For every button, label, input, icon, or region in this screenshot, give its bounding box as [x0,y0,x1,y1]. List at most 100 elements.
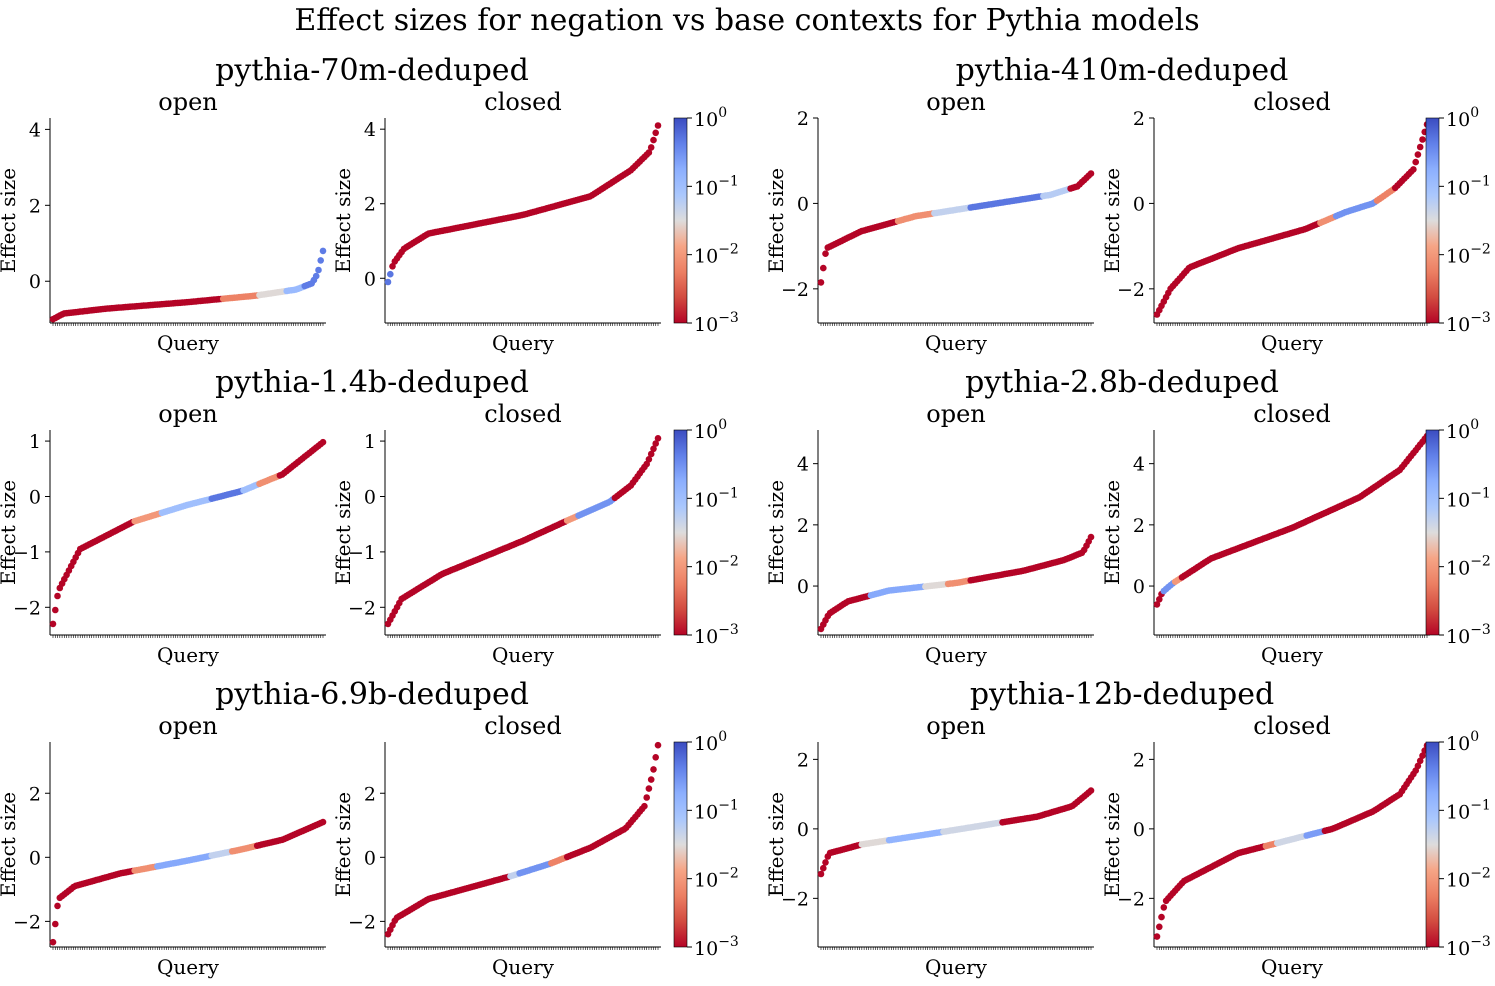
data-point [650,445,657,453]
data-point [1416,757,1424,765]
data-point [817,279,825,286]
colorbar-tick-label: 10−2 [1446,554,1491,580]
y-axis-label: Effect size [331,792,355,897]
colorbar-tick-exponent: −1 [1470,485,1491,501]
y-tick-label: 0 [364,847,376,869]
colorbar-tick-base: 10 [694,801,718,823]
colorbar-tick-exponent: −2 [1470,554,1491,570]
y-tick-label: −2 [1117,279,1145,301]
y-tick-label: 0 [29,271,41,293]
colorbar-tick-exponent: 0 [1470,729,1479,745]
colorbar-tick-base: 10 [1446,177,1470,199]
panel-open: open −2 0 2 Query Effect size [764,712,1095,979]
model-title: pythia-410m-deduped [956,53,1289,88]
panel-closed: closed 0 2 4 Query Effect size [331,88,662,355]
data-point [1419,136,1426,143]
y-tick-label: 2 [1133,108,1145,130]
y-tick-label: 0 [797,576,809,598]
colorbar-tick-base: 10 [694,421,718,443]
colorbar-tick-label: 10−1 [1446,797,1491,823]
y-tick-label: 4 [1133,454,1145,476]
data-point [1156,596,1163,603]
colorbar-tick-label: 10−2 [694,554,739,580]
colorbar-tick-base: 10 [1446,489,1470,511]
y-tick-label: 0 [797,193,809,215]
y-axis-label: Effect size [0,168,20,273]
data-point [389,263,396,270]
colorbar-tick-base: 10 [694,626,718,648]
data-point [654,122,662,129]
data-point [1412,158,1419,166]
colorbar-tick-exponent: −1 [718,485,739,501]
colorbar-tick-label: 100 [694,105,727,131]
figure-title: Effect sizes for negation vs base contex… [294,3,1199,38]
data-point [1160,904,1168,911]
panel-open: open 0 2 4 Query Effect size [0,88,327,355]
panel-closed: closed −2 0 2 Query Effect size [1100,88,1431,355]
y-tick-label: 1 [29,431,41,453]
colorbar-tick-base: 10 [694,558,718,580]
panel-title: closed [484,88,561,116]
colorbar-tick-exponent: −1 [718,173,739,189]
panel-closed: closed −2 −1 0 1 Query Effect size [331,400,662,667]
y-axis-label: Effect size [0,480,20,585]
data-point [54,592,61,600]
data-point [652,129,659,137]
colorbar-tick-label: 10−3 [1446,934,1491,960]
x-axis-label: Query [492,955,555,979]
colorbar-tick-label: 10−3 [694,622,739,648]
data-point [49,620,57,628]
panel-open: open 0 2 4 Query Effect size [764,400,1095,667]
colorbar-tick-exponent: −3 [718,310,739,326]
y-tick-label: 0 [364,268,376,290]
data-point [49,938,57,946]
data-point [822,859,829,866]
colorbar-tick-label: 10−2 [694,866,739,892]
x-axis-label: Query [157,331,220,355]
colorbar-tick-base: 10 [1446,246,1470,268]
y-tick-label: 0 [364,486,376,508]
colorbar-tick-exponent: −2 [718,242,739,258]
data-point [645,785,653,792]
colorbar-tick-base: 10 [1446,870,1470,892]
colorbar-outline [1425,741,1440,948]
data-point [1158,913,1165,921]
model-title: pythia-70m-deduped [215,53,529,88]
colorbar-tick-base: 10 [694,938,718,960]
data-point [820,264,827,272]
y-axis-label: Effect size [331,168,355,273]
x-axis-label: Query [925,955,988,979]
y-tick-label: 2 [29,195,41,217]
data-point [641,802,648,810]
data-point [315,266,322,274]
colorbar-tick-exponent: −1 [718,797,739,813]
y-tick-label: 1 [364,431,376,453]
panel-title: open [926,88,985,116]
y-axis-label: Effect size [0,792,20,897]
y-tick-label: −2 [13,911,41,933]
colorbar-tick-label: 10−2 [1446,866,1491,892]
data-point [1416,143,1424,151]
data-point [384,278,392,286]
colorbar-tick-exponent: −1 [1470,173,1491,189]
data-point [652,440,659,447]
colorbar-tick-exponent: 0 [718,729,727,745]
model-title: pythia-12b-deduped [970,677,1274,712]
y-axis-label: Effect size [1100,168,1124,273]
data-point [647,776,655,783]
colorbar-tick-label: 10−3 [694,310,739,336]
y-axis-label: Effect size [764,168,788,273]
y-tick-label: 0 [1133,576,1145,598]
y-tick-label: 2 [797,749,809,771]
colorbar-tick-label: 10−3 [1446,622,1491,648]
colorbar-gradient [1426,118,1439,323]
data-point [319,438,327,446]
colorbar-tick-base: 10 [694,733,718,755]
x-axis-label: Query [925,643,988,667]
colorbar-tick-exponent: 0 [1470,105,1479,121]
colorbar-tick-exponent: −2 [1470,866,1491,882]
